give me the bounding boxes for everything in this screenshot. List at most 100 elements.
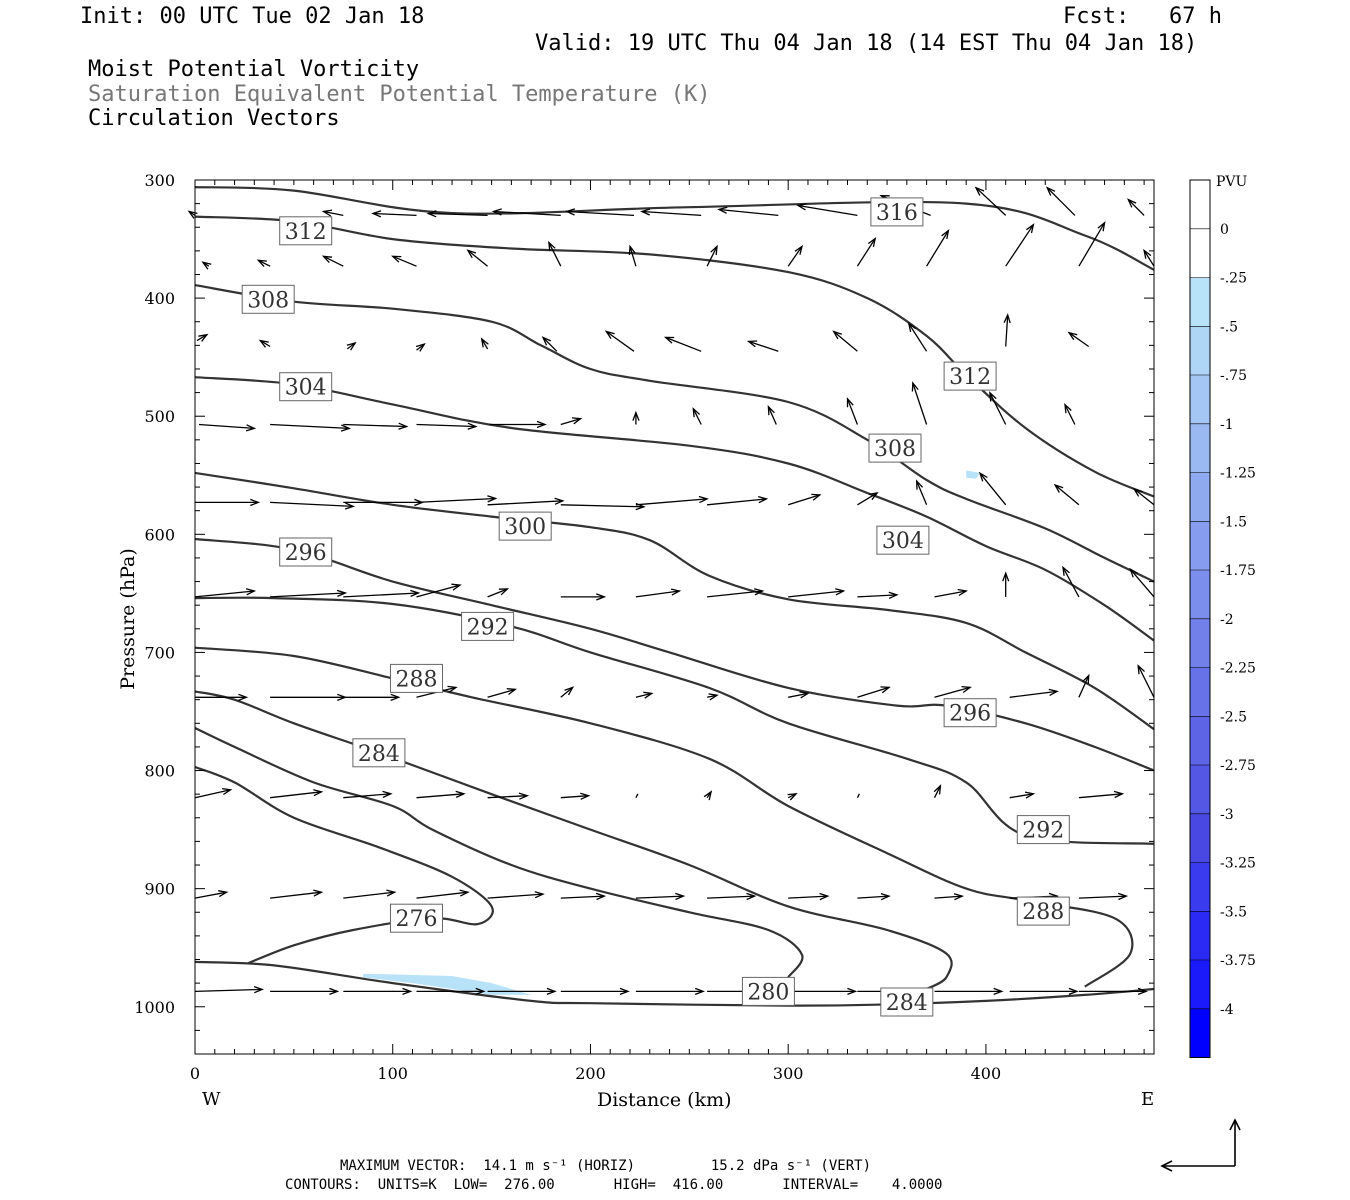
colorbar-label: -3.5 <box>1220 904 1247 920</box>
contour-label-312: 312 <box>949 365 991 390</box>
contour-label-304: 304 <box>882 529 924 554</box>
circulation-vector <box>788 588 846 598</box>
contour-label-304: 304 <box>285 376 327 401</box>
circulation-vector <box>692 407 702 425</box>
circulation-vector <box>560 417 583 426</box>
colorbar-label: -2 <box>1220 612 1234 628</box>
colorbar-title: PVU <box>1216 174 1248 190</box>
colorbar-swatch <box>1190 228 1210 278</box>
circulation-vector <box>1067 331 1090 348</box>
contour-line-316-0 <box>194 186 1155 271</box>
circulation-vector <box>663 336 702 352</box>
contour-line-296-8 <box>194 537 1155 772</box>
circulation-vector <box>796 203 858 217</box>
field-title-1: Moist Potential Vorticity <box>88 57 420 82</box>
colorbar-label: -4 <box>1220 1002 1234 1018</box>
circulation-vector <box>857 591 899 599</box>
colorbar-swatch <box>1190 862 1210 912</box>
circulation-vector <box>788 892 830 901</box>
circulation-vector <box>343 987 413 996</box>
contour-label-box <box>390 663 443 693</box>
contour-label-box <box>279 537 333 567</box>
circulation-vector <box>1078 790 1125 799</box>
circulation-vector <box>343 790 393 799</box>
x-end-label-east: E <box>1141 1089 1154 1110</box>
colorbar-label: -3 <box>1220 807 1234 823</box>
colorbar: 0 -.25 -.5 -.75 -1 -1.25 -1.5 -1.75 -2 -2.25 -2.5 -… <box>1189 179 1256 1058</box>
x-tick-label: 100 <box>377 1064 408 1083</box>
circulation-vector <box>907 322 928 352</box>
contour-label-box <box>943 361 997 391</box>
contour-line-276-17 <box>194 765 494 965</box>
x-tick-label: 200 <box>575 1064 606 1083</box>
circulation-vector <box>270 501 356 510</box>
circulation-vector <box>487 588 510 598</box>
circulation-vector <box>788 493 822 506</box>
circulation-vector <box>1129 567 1155 598</box>
colorbar-label: -.25 <box>1220 271 1247 287</box>
contour-label-box <box>498 511 552 541</box>
y-tick-label: 600 <box>144 525 175 544</box>
circulation-vector <box>480 337 489 350</box>
circulation-vector <box>196 333 209 342</box>
circulation-vector <box>746 340 779 352</box>
field-title-2: Saturation Equivalent Potential Temperat… <box>88 82 711 107</box>
circulation-vector <box>707 892 757 901</box>
contour-label-308: 308 <box>247 288 289 313</box>
contour-label-276: 276 <box>396 907 438 932</box>
circulation-vector <box>934 588 968 598</box>
colorbar-label: -3.75 <box>1220 953 1256 969</box>
circulation-vector <box>270 423 352 432</box>
circulation-vector <box>856 236 877 267</box>
circulation-vector <box>194 588 257 598</box>
circulation-vector <box>487 497 565 506</box>
circulation-vector <box>989 391 1007 425</box>
colorbar-swatch <box>1190 813 1210 863</box>
colorbar-swatch <box>1190 765 1210 814</box>
contour-label-box <box>943 698 997 728</box>
y-tick-label: 900 <box>144 880 175 899</box>
circulation-vector <box>270 889 324 899</box>
circulation-vector <box>635 495 709 506</box>
y-tick-label: 800 <box>144 762 175 781</box>
contour-label-box <box>1016 815 1070 845</box>
circulation-vector <box>201 261 212 270</box>
circulation-vector <box>560 792 591 800</box>
y-tick-label: 1000 <box>134 998 175 1017</box>
colorbar-label: -1 <box>1220 417 1234 433</box>
circulation-vector <box>548 240 562 267</box>
circulation-vector <box>717 206 779 217</box>
circulation-vector <box>846 397 859 425</box>
circulation-vector <box>1062 565 1080 598</box>
y-tick-label: 700 <box>144 643 175 662</box>
field-title-3: Circulation Vectors <box>88 106 340 131</box>
contour-label-box <box>1016 896 1070 926</box>
circulation-vector <box>640 208 702 217</box>
pv-shade-region-0 <box>363 973 532 995</box>
contour-line-312-1 <box>194 215 1155 498</box>
contour-line-surface-18 <box>194 960 1155 1007</box>
contour-label-box <box>880 987 934 1017</box>
circulation-vector <box>416 583 462 598</box>
circulation-vector <box>635 588 682 598</box>
circulation-vector <box>560 502 646 511</box>
circulation-vector <box>934 893 965 901</box>
colorbar-label: -1.75 <box>1220 563 1256 579</box>
colorbar-label: -3.25 <box>1220 856 1256 872</box>
pv-shading-layer <box>363 470 980 995</box>
vector-layer <box>187 186 1155 996</box>
circulation-vector <box>343 889 397 899</box>
circulation-vector <box>346 341 357 351</box>
circulation-vector <box>195 498 261 507</box>
contour-label-288: 288 <box>396 667 438 692</box>
circulation-vector <box>707 495 769 506</box>
colorbar-label: -1.25 <box>1220 466 1256 482</box>
contour-label-box <box>741 976 795 1006</box>
max-vector-note: MAXIMUM VECTOR: 14.1 m s⁻¹ (HORIZ) 15.2 … <box>340 1158 872 1174</box>
circulation-vector <box>1127 198 1145 216</box>
circulation-vector <box>194 985 265 994</box>
circulation-vector <box>635 987 706 996</box>
circulation-vector <box>343 589 421 598</box>
contour-label-296: 296 <box>949 702 991 727</box>
